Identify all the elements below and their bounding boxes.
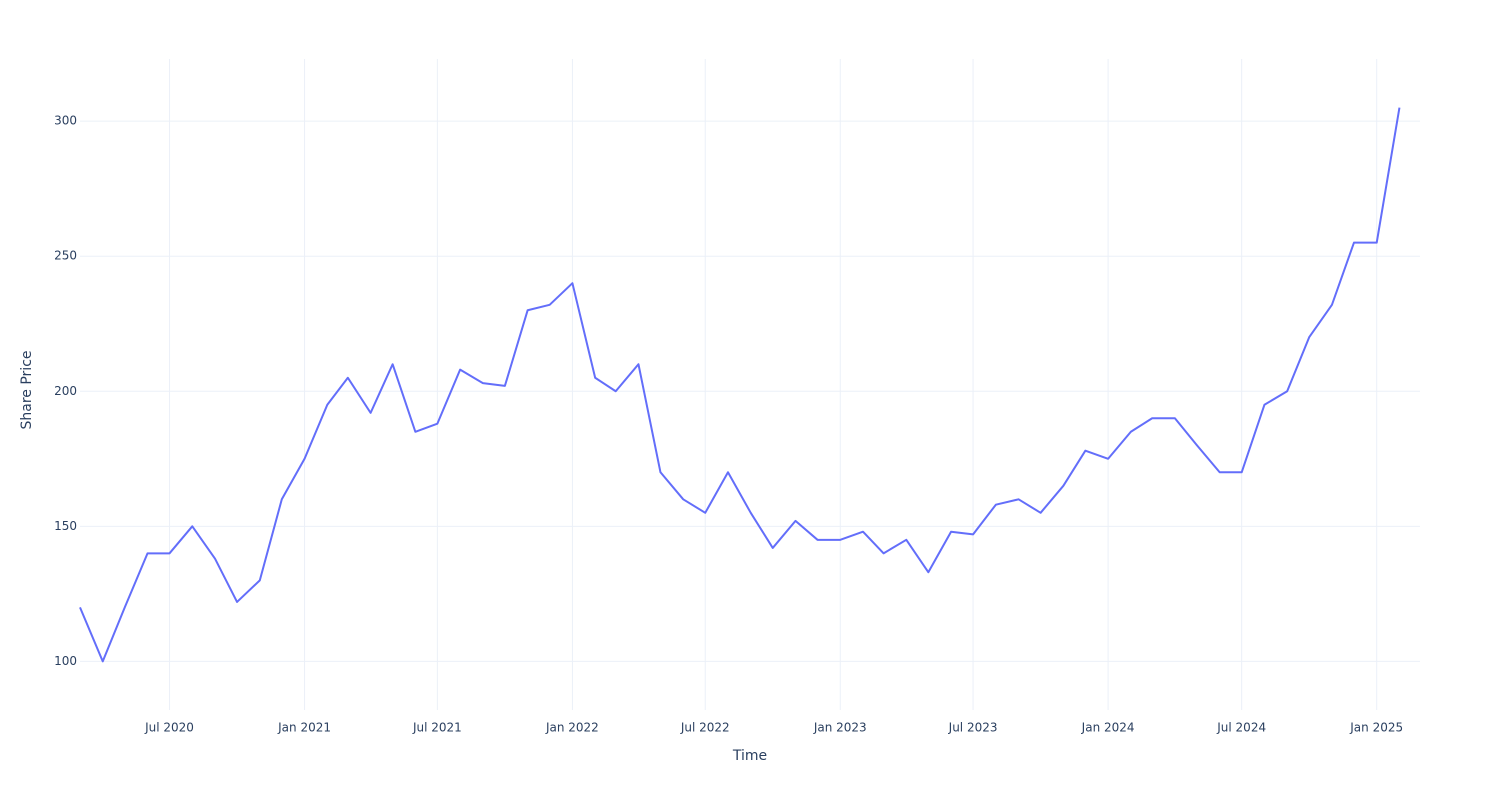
x-tick-label: Jan 2023 <box>813 721 867 735</box>
x-tick-label: Jan 2024 <box>1081 721 1135 735</box>
x-tick-label: Jan 2021 <box>277 721 331 735</box>
x-tick-label: Jul 2023 <box>948 721 998 735</box>
y-tick-label: 100 <box>54 654 77 668</box>
y-tick-label: 250 <box>54 249 77 263</box>
x-tick-label: Jan 2022 <box>545 721 599 735</box>
line <box>79 107 1401 663</box>
y-tick-label: 200 <box>54 384 77 398</box>
x-tick-label: Jul 2022 <box>680 721 730 735</box>
x-tick-label: Jul 2024 <box>1216 721 1266 735</box>
y-axis-title: Share Price <box>19 350 35 429</box>
x-tick-label: Jul 2020 <box>144 721 194 735</box>
x-tick-label: Jul 2021 <box>412 721 462 735</box>
x-axis-title: Time <box>732 748 767 764</box>
x-tick-label: Jan 2025 <box>1349 721 1403 735</box>
y-tick-label: 300 <box>54 114 77 128</box>
y-tick-label: 150 <box>54 519 77 533</box>
